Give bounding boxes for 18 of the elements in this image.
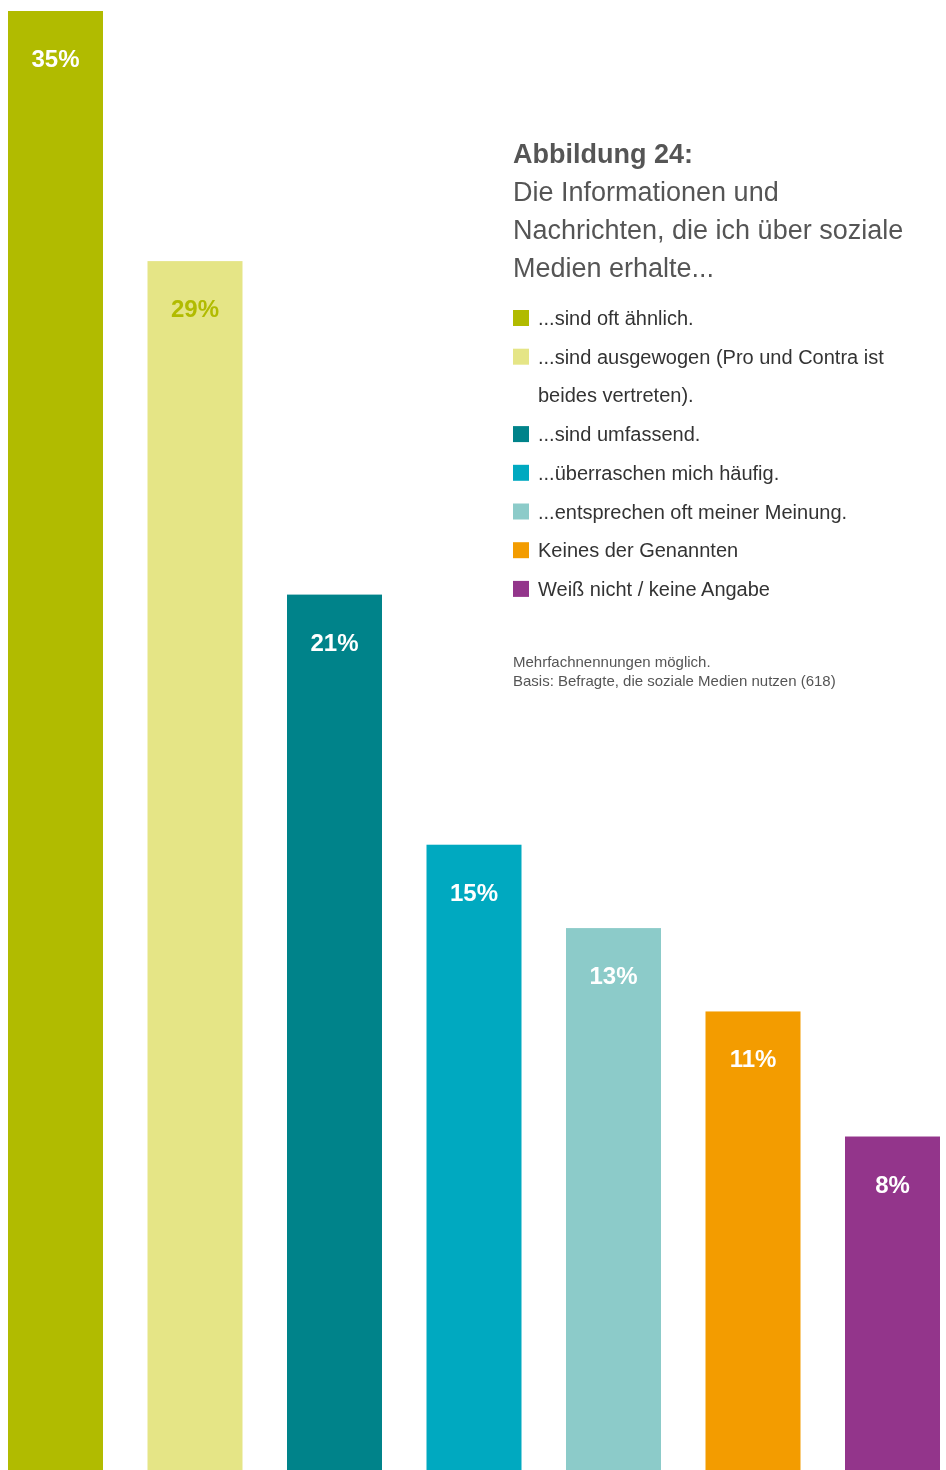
legend-label: Keines der Genannten: [538, 539, 739, 562]
data-label: 15%: [449, 878, 499, 906]
text: Die Informationen und Nachrichten, die ich über soziale Medien erhalte...: [513, 177, 904, 283]
legend-label: ...sind oft ähnlich.: [538, 307, 694, 329]
legend-label: Weiß nicht / keine Angabe: [538, 577, 770, 600]
legend-label: ...überraschen mich häufig.: [538, 461, 780, 484]
legend-label: ...entsprechen oft meiner Meinung.: [538, 500, 848, 523]
legend-label: ...sind ausgewogen (Pro und Contra ist beides vertreten).: [538, 345, 885, 406]
annotation: Mehrfachnennungen möglich.: [513, 652, 711, 670]
data-label: 21%: [310, 628, 359, 656]
data-label: 8%: [875, 1170, 910, 1198]
data-label: 29%: [170, 295, 220, 323]
text: Abbildung 24:: [513, 139, 693, 169]
data-label: 13%: [589, 962, 638, 990]
annotation: Basis: Befragte, die soziale Medien nutzen (618): [513, 671, 836, 689]
data-label: 35%: [31, 45, 80, 72]
data-label: 11%: [729, 1045, 777, 1073]
legend-label: ...sind umfassend.: [538, 423, 701, 446]
